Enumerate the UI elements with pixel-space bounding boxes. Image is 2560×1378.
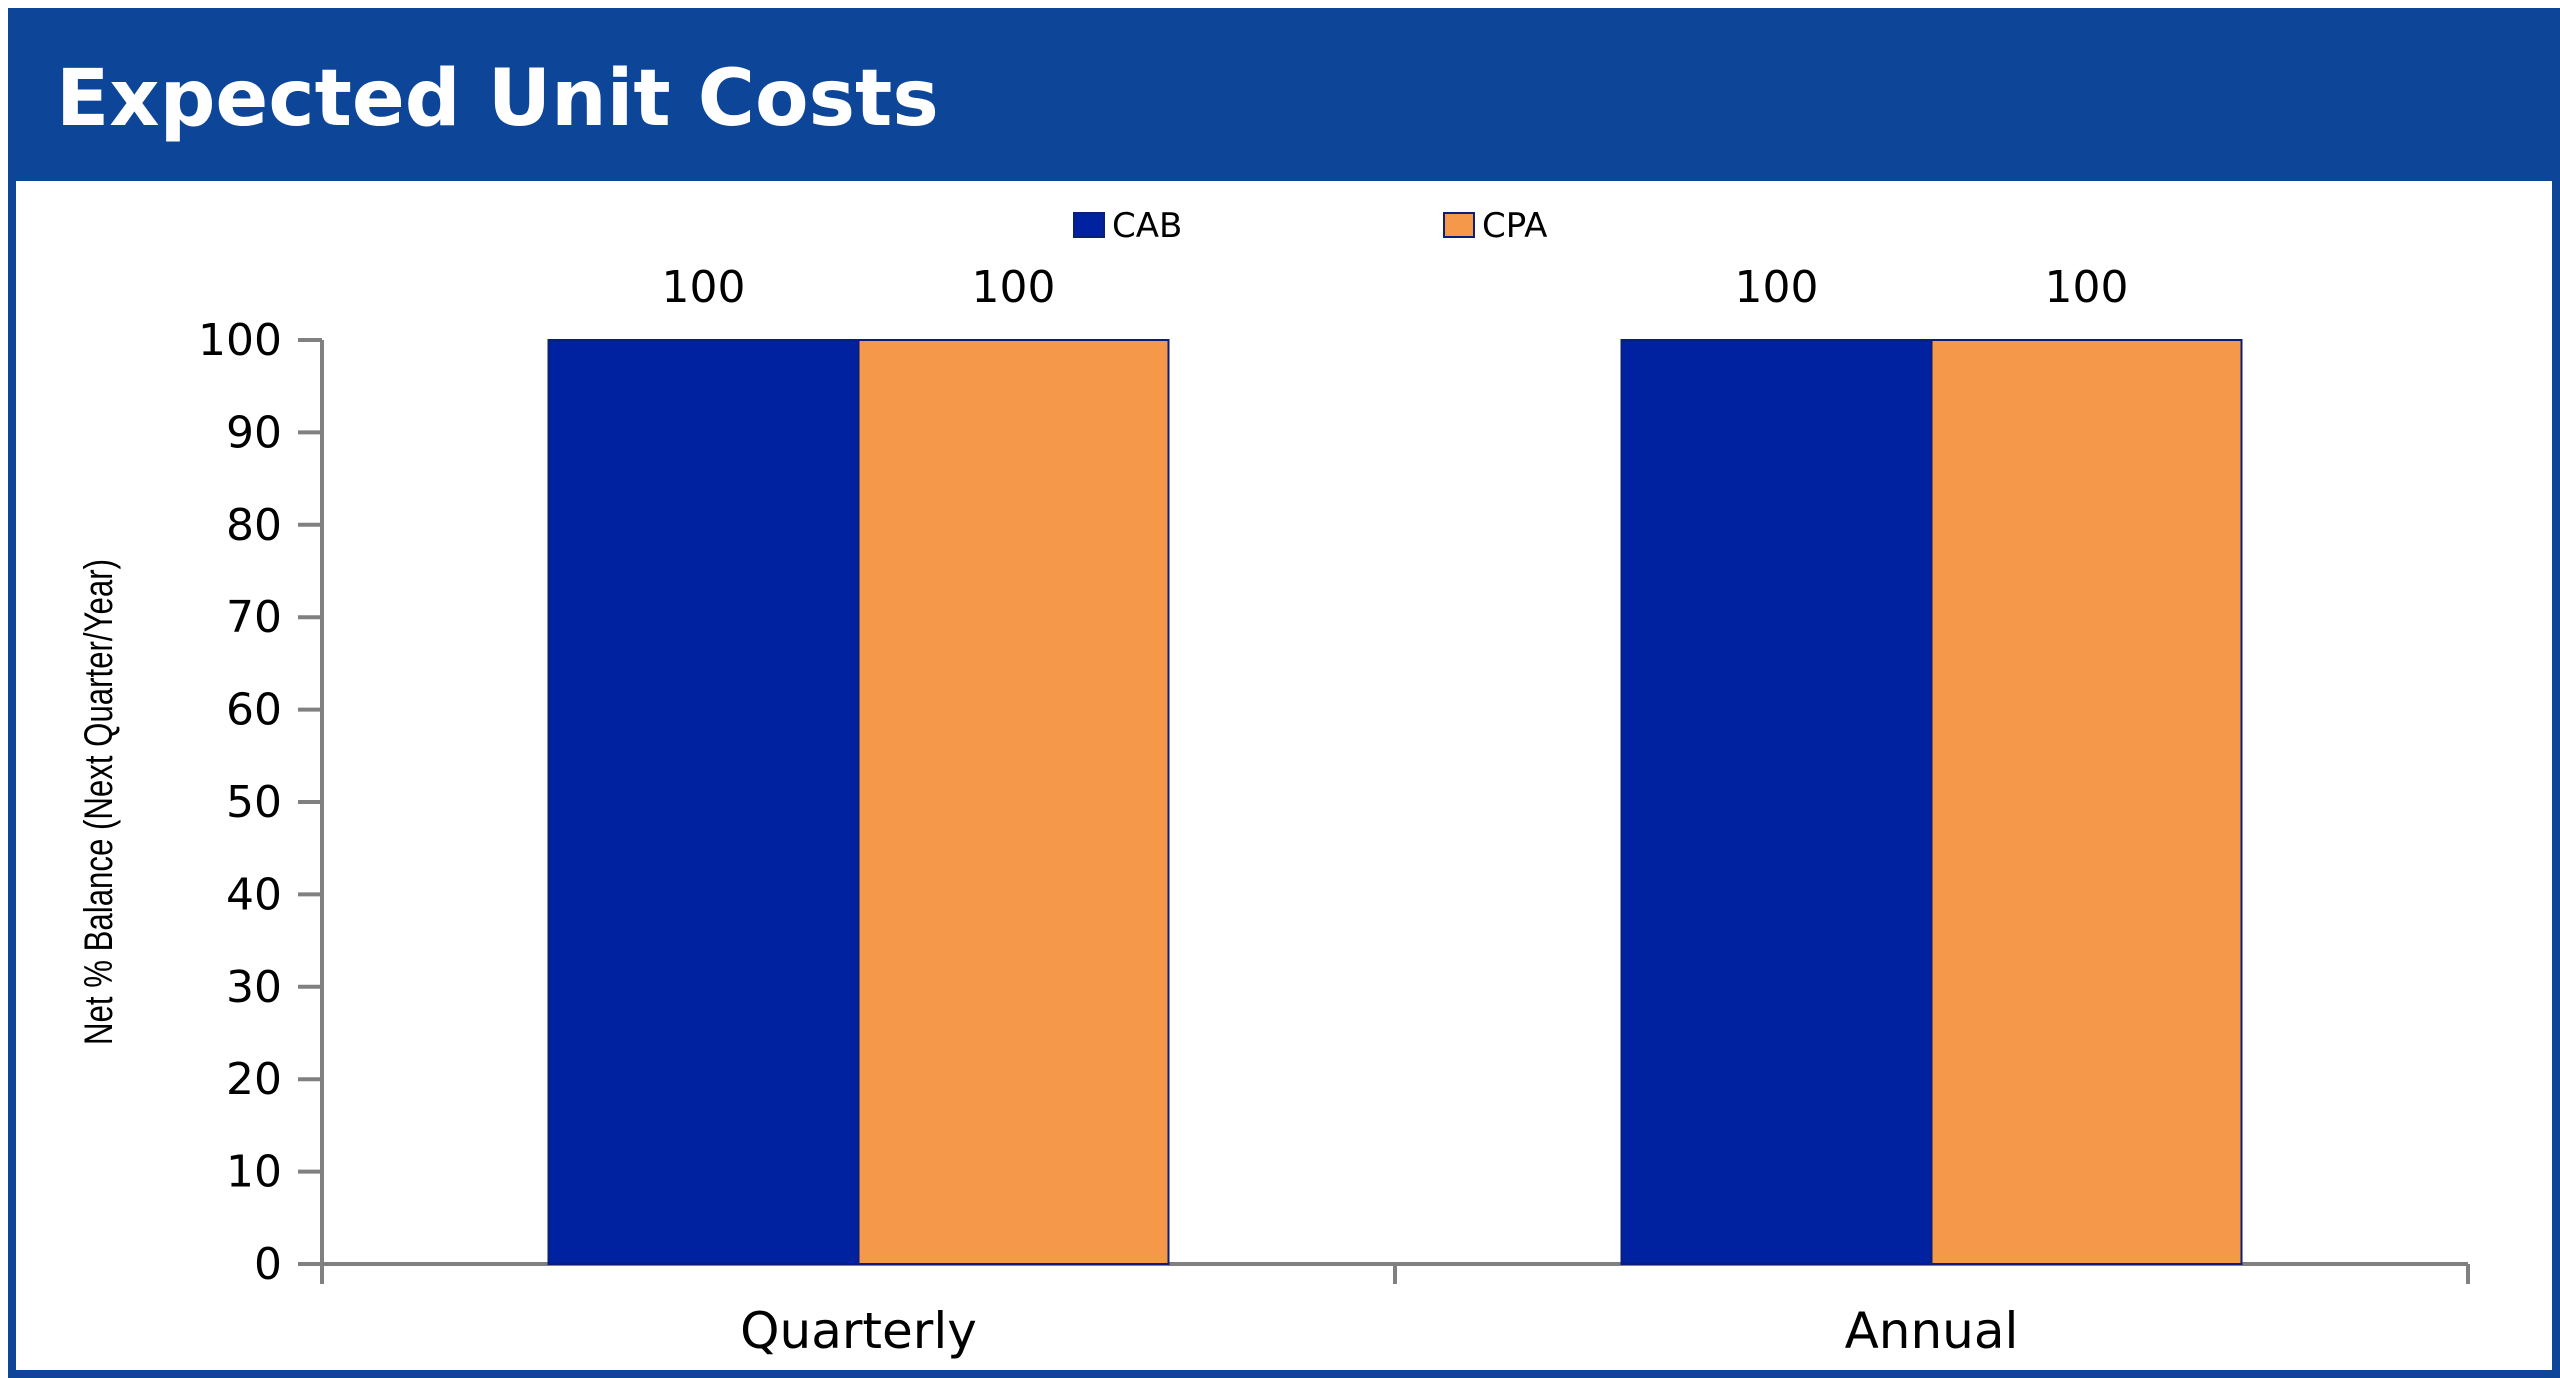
bars — [547, 339, 2243, 1265]
data-labels: 100 100 100 100 — [662, 262, 2129, 313]
y-tick-label: 60 — [226, 685, 282, 736]
y-tick-label: 30 — [226, 962, 282, 1013]
y-tick-label: 20 — [226, 1054, 282, 1105]
data-label-cab-quarterly: 100 — [662, 262, 746, 313]
y-tick-label: 40 — [226, 869, 282, 920]
legend: CAB CPA — [1073, 206, 1547, 246]
legend-label-cpa: CPA — [1482, 206, 1547, 246]
legend-label-cab: CAB — [1112, 206, 1182, 246]
bar-cab-quarterly — [547, 339, 860, 1265]
chart-title: Expected Unit Costs — [56, 54, 939, 144]
y-tick-label: 90 — [226, 407, 282, 458]
y-axis-title: Net % Balance (Next Quarter/Year) — [76, 559, 121, 1045]
y-tick-label: 50 — [226, 777, 282, 828]
bar-cpa-quarterly — [857, 339, 1170, 1265]
y-tick-label: 10 — [226, 1147, 282, 1198]
data-label-cpa-quarterly: 100 — [972, 262, 1056, 313]
x-category-label: Quarterly — [740, 1302, 977, 1360]
axes: 0 10 20 30 40 50 60 70 80 90 100 Net % Balance (Nex… — [76, 315, 2470, 1360]
legend-swatch-cpa — [1443, 212, 1475, 238]
x-category-label: Annual — [1845, 1302, 2019, 1360]
y-tick-label: 80 — [226, 500, 282, 551]
y-tick-label: 0 — [254, 1239, 282, 1290]
y-tick-label: 100 — [198, 315, 282, 366]
data-label-cpa-annual: 100 — [2045, 262, 2129, 313]
data-label-cab-annual: 100 — [1735, 262, 1819, 313]
legend-swatch-cab — [1073, 212, 1105, 238]
y-tick-label: 70 — [226, 592, 282, 643]
title-bar: Expected Unit Costs — [16, 16, 2552, 181]
bar-cab-annual — [1620, 339, 1933, 1265]
bar-cpa-annual — [1930, 339, 2243, 1265]
